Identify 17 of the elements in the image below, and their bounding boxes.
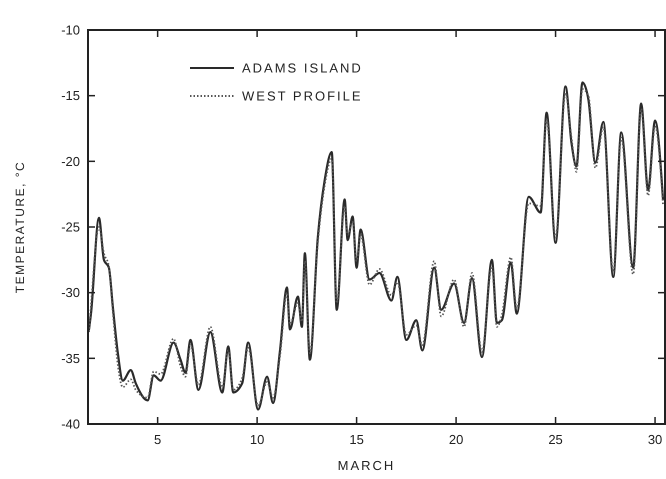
x-tick-label: 25 [548, 432, 563, 447]
x-tick-label: 30 [648, 432, 662, 447]
x-tick-label: 5 [154, 432, 162, 447]
y-tick-label: -25 [61, 220, 80, 235]
y-tick-label: -15 [61, 88, 80, 104]
y-tick-label: -10 [61, 22, 80, 38]
y-tick-label: -40 [61, 416, 80, 432]
x-tick-label: 20 [448, 432, 464, 447]
x-axis-title: MARCH [338, 458, 396, 473]
legend-label: ADAMS ISLAND [242, 60, 363, 76]
y-tick-label: -30 [61, 285, 80, 300]
y-axis-title: TEMPERATURE, °C [13, 160, 27, 294]
legend-label: WEST PROFILE [242, 88, 363, 104]
x-tick-label: 10 [250, 432, 264, 447]
x-tick-label: 15 [349, 432, 364, 447]
y-tick-label: -35 [61, 350, 80, 366]
y-tick-label: -20 [61, 154, 80, 169]
